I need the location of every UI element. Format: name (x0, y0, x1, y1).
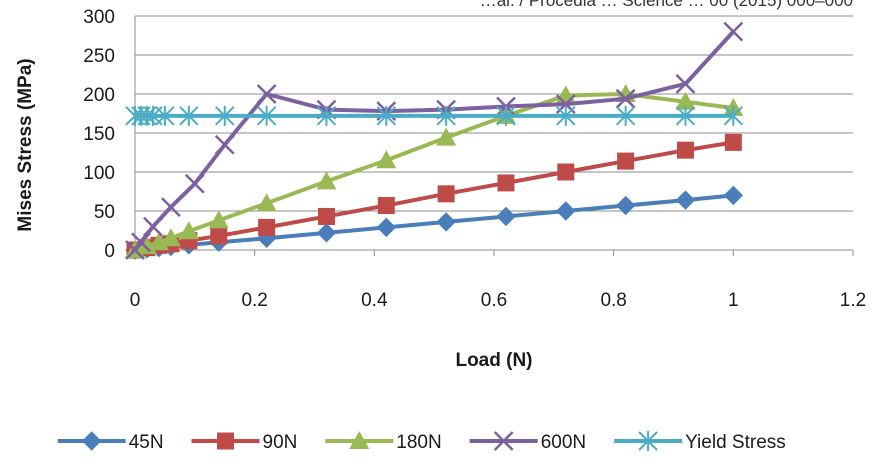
legend-marker (349, 431, 370, 449)
data-point-600n (256, 84, 277, 104)
y-tick-label: 250 (83, 46, 115, 67)
data-point-90n (377, 197, 395, 215)
data-point-90n (724, 133, 742, 151)
data-point-yield-stress (723, 105, 744, 126)
y-tick-label: 100 (83, 163, 115, 184)
data-point-45n (496, 206, 516, 227)
data-point-yield-stress (675, 105, 696, 126)
data-point-180n (256, 193, 277, 212)
legend: 45N 90N 180N 600N Yield Stress (57, 431, 786, 453)
data-point-600n (131, 232, 151, 253)
data-point-600n (675, 73, 696, 94)
legend-marker (493, 431, 514, 451)
y-tick-label: 50 (94, 202, 115, 223)
y-tick-label: 200 (83, 85, 115, 106)
legend-label: 90N (263, 432, 298, 453)
legend-item-yield-stress: Yield Stress (614, 431, 786, 453)
data-point-yield-stress (556, 105, 576, 126)
data-point-45n (556, 201, 576, 221)
data-point-600n (143, 216, 163, 237)
data-point-180n (178, 221, 199, 240)
data-point-yield-stress (256, 105, 277, 126)
data-point-45n (436, 212, 456, 232)
data-point-180n (160, 228, 181, 247)
top-caption: …al. / Procedia … Science … 00 (2015) 00… (480, 0, 853, 10)
legend-item-45n: 45N (57, 431, 164, 453)
data-point-45n (675, 190, 696, 210)
data-point-90n (210, 227, 228, 245)
y-tick-label: 300 (83, 7, 115, 28)
data-point-45n (316, 223, 337, 243)
data-point-90n (317, 207, 335, 225)
legend-label: 600N (541, 432, 586, 453)
x-tick-label: 0.4 (361, 290, 388, 311)
data-point-yield-stress (179, 105, 199, 126)
data-point-45n (615, 195, 636, 216)
data-point-yield-stress (615, 105, 636, 126)
data-point-600n (184, 173, 205, 194)
legend-item-180n: 180N (325, 431, 442, 453)
legend-marker (638, 431, 658, 451)
data-point-90n (676, 141, 694, 159)
data-point-90n (258, 218, 276, 236)
legend-item-90n: 90N (191, 432, 298, 453)
data-point-yield-stress (215, 105, 235, 126)
legend-marker (217, 432, 234, 450)
x-tick-label: 1 (728, 290, 739, 311)
x-tick-label: 0.6 (481, 290, 507, 311)
legend-label: Yield Stress (685, 432, 786, 453)
x-tick-label: 0 (130, 290, 141, 311)
data-point-600n (161, 197, 181, 217)
series-layer (125, 21, 744, 260)
y-tick-label: 0 (104, 241, 115, 262)
data-point-90n (497, 174, 515, 192)
data-point-45n (723, 185, 744, 206)
data-point-180n (316, 171, 337, 190)
series-yield-stress (125, 105, 744, 126)
data-point-yield-stress (155, 105, 175, 126)
data-point-90n (437, 185, 455, 203)
x-tick-label: 0.8 (600, 290, 626, 311)
legend-item-600n: 600N (469, 431, 586, 453)
data-point-90n (557, 163, 575, 181)
x-tick-label: 0.2 (241, 290, 267, 311)
data-point-600n (723, 21, 744, 42)
data-point-180n (208, 210, 229, 229)
axes (134, 16, 854, 256)
y-tick-label: 150 (83, 124, 115, 145)
data-point-180n (675, 91, 696, 110)
data-point-600n (125, 240, 145, 260)
data-point-yield-stress (496, 105, 516, 126)
data-point-180n (376, 150, 397, 169)
data-point-yield-stress (436, 105, 456, 126)
gridlines (135, 15, 853, 212)
x-tick-label: 1.2 (840, 290, 866, 311)
data-point-180n (436, 127, 457, 146)
data-point-yield-stress (316, 105, 337, 126)
data-point-90n (617, 152, 635, 170)
tick-labels: 0 50 100 150 200 250 300 0 0.2 0.4 0.6 0.8 1 1.2 (83, 7, 866, 311)
legend-label: 45N (129, 432, 164, 453)
data-point-600n (214, 134, 235, 155)
data-point-45n (376, 217, 397, 238)
data-point-600n (615, 88, 636, 109)
data-point-yield-stress (376, 105, 397, 126)
x-axis-title: Load (N) (455, 350, 532, 371)
legend-marker (81, 431, 102, 451)
y-axis-title: Mises Stress (MPa) (15, 58, 36, 231)
legend-label: 180N (396, 432, 441, 453)
